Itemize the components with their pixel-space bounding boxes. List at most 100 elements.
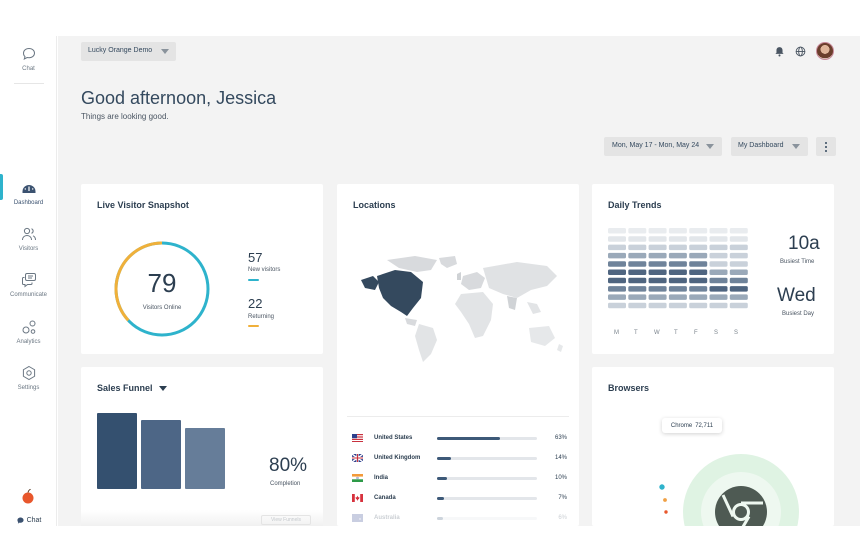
analytics-icon [22,320,35,334]
heatmap-cell [709,244,728,251]
heatmap-cell [709,261,728,267]
heatmap-cell [668,236,687,242]
heatmap-cell [608,236,626,242]
browser-name: Chrome [670,422,693,429]
visitors-online-label: Visitors Online [142,305,182,311]
heatmap-cell [668,228,687,234]
chevron-down-icon [706,144,714,149]
avatar[interactable] [816,42,834,60]
sidebar-item-label: Dashboard [13,200,44,206]
heatmap-cell [668,294,687,300]
funnel-step-bar[interactable] [97,413,137,489]
card-footer-fade [81,510,323,526]
page-title: Good afternoon, Jessica [81,88,277,108]
heatmap-cell [628,236,647,242]
heatmap-cell [668,244,687,251]
heatmap-cell [689,261,708,267]
card-title: Browsers [608,383,650,393]
heatmap-cell [608,269,626,275]
visitors-ring [114,241,210,337]
card-title: Sales Funnel [97,383,153,393]
card-title: Live Visitor Snapshot [97,200,189,210]
funnel-step-bar[interactable] [185,428,225,489]
percent-track [437,477,537,480]
heatmap-cell [729,302,748,309]
chrome-tooltip: Chrome 72,711 [662,418,722,433]
dot [825,145,827,148]
location-row[interactable]: United States 63% [352,433,567,445]
heatmap-cell [628,269,647,275]
heatmap-cell [608,277,626,284]
india-flag-icon [352,474,363,482]
sidebar-item-label: Chat [22,66,35,72]
heatmap-cell [709,228,728,234]
busiest-day-value: Wed [777,285,816,306]
heatmap-cell [648,294,667,300]
browsers-bubble-chart [658,454,799,526]
heatmap-cell [608,228,626,234]
heatmap-cell [608,261,626,267]
visitors-icon [21,227,36,241]
heatmap-cell [648,252,667,259]
view-funnels-button[interactable]: View Funnels [261,515,311,525]
country-name: Australia [374,515,400,521]
globe-icon[interactable] [795,46,806,57]
heatmap-cell [689,302,708,309]
percent-fill [437,437,500,440]
sidebar-item-settings[interactable]: Settings [0,365,57,391]
heatmap-cell [668,302,687,309]
bell-icon[interactable] [774,46,785,57]
dot [825,149,827,152]
sidebar-item-communicate[interactable]: Communicate [0,272,57,298]
card-title: Daily Trends [608,200,662,210]
new-visitors-count: 57 [248,250,263,265]
heatmap-cell [628,302,647,309]
percent-fill [437,457,451,460]
funnel-step-bar[interactable] [141,420,181,489]
visitors-online-count: 79 [147,268,177,298]
location-row[interactable]: United Kingdom 14% [352,453,567,465]
date-range-select[interactable]: Mon, May 17 - Mon, May 24 [604,137,722,156]
country-percent: 6% [558,515,567,521]
location-row[interactable]: India 10% [352,473,567,485]
dot [825,141,827,144]
browser-count: 72,711 [695,422,714,429]
heatmap-cell [689,236,708,242]
location-row[interactable]: Canada 7% [352,493,567,505]
dashboard-select[interactable]: My Dashboard [731,137,808,156]
country-percent: 7% [558,495,567,501]
day-label: T [634,330,638,336]
world-map [361,256,563,362]
uk-flag-icon [352,454,363,462]
heatmap-cell [709,302,728,309]
country-percent: 63% [554,435,567,441]
heatmap-cell [628,244,647,251]
heatmap-cell [648,302,667,309]
dashboard-main: Lucky Orange Demo Good afternoon, Jessic… [58,36,860,526]
percent-track [437,497,537,500]
sidebar-item-dashboard[interactable]: Dashboard [0,180,57,206]
heatmap-cell [648,228,667,234]
browsers-card: Browsers Chrome 72,711 [592,367,834,526]
heatmap-cell [709,286,728,292]
heatmap-cell [729,236,748,242]
busiest-time-label: Busiest Time [780,259,815,265]
heatmap-cell [648,261,667,267]
card-title: Locations [353,200,396,210]
sidebar-item-analytics[interactable]: Analytics [0,319,57,345]
trends-heatmap [608,228,748,309]
funnel-selector[interactable]: Sales Funnel [97,383,167,393]
heatmap-cell [608,244,626,251]
locations-card: Locations United States 63% Unit [337,184,579,526]
org-select[interactable]: Lucky Orange Demo [81,42,176,61]
more-options-button[interactable] [816,137,836,156]
chat-launcher-button[interactable]: Chat [10,513,48,527]
lucky-orange-logo [22,488,34,504]
location-row[interactable]: Australia 6% [352,513,567,525]
day-label: F [694,330,698,336]
sidebar-item-chat-top[interactable]: Chat [0,46,57,72]
returning-bar [248,325,259,327]
chat-bubble-icon [22,47,35,61]
percent-fill [437,497,444,500]
sidebar-item-visitors[interactable]: Visitors [0,226,57,252]
